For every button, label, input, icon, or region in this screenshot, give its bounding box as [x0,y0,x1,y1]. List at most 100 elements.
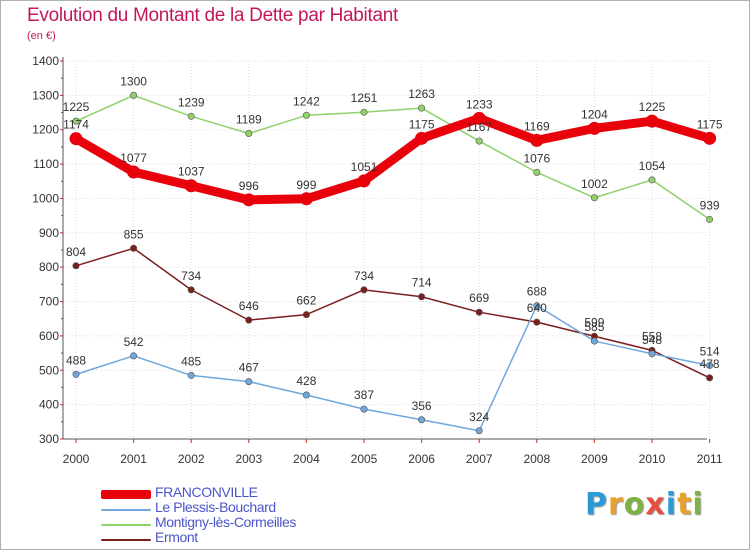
data-label: 1239 [178,95,205,109]
data-label: 558 [642,329,662,343]
data-point [299,192,313,206]
x-tick-label: 2008 [523,452,550,466]
x-tick-label: 2000 [63,452,90,466]
y-tick-label: 1400 [32,54,59,68]
data-point [302,311,310,319]
series-points [69,91,717,435]
data-label: 939 [700,198,720,212]
x-tick-label: 2006 [408,452,435,466]
data-point [418,104,426,112]
data-point [187,112,195,120]
x-tick-label: 2001 [120,452,147,466]
data-point [645,114,659,128]
data-point [130,352,138,360]
chart-grid [63,60,711,439]
series-line [71,113,715,205]
logo-letter: i [692,487,704,522]
data-point [245,378,253,386]
data-label: 640 [527,301,547,315]
data-label: 855 [124,227,144,241]
data-label: 485 [181,354,201,368]
y-tick-label: 1300 [32,88,59,102]
y-tick-label: 800 [39,260,59,274]
data-label: 548 [642,333,662,347]
data-point [187,371,195,379]
data-label: 1263 [408,87,435,101]
data-point [475,427,483,435]
data-label: 1169 [524,119,550,133]
data-point [242,193,256,207]
series-line [75,304,711,432]
series-line [75,247,711,379]
logo-letter: P [585,487,608,522]
data-label: 734 [354,269,374,283]
legend-label: Montigny-lès-Cormeilles [155,514,296,530]
data-label: 514 [700,344,720,358]
data-label: 1225 [639,100,666,114]
logo-letter: o [623,487,646,522]
legend-swatch [101,524,151,526]
data-label: 999 [296,178,316,192]
data-point [418,416,426,424]
data-label: 1051 [351,160,378,174]
data-point [530,133,544,147]
x-tick-label: 2010 [639,452,666,466]
y-tick-label: 1000 [32,191,59,205]
data-point [360,405,368,413]
data-point [184,179,198,193]
data-point [130,91,138,99]
data-label: 1233 [466,97,493,111]
data-point [302,391,310,399]
data-label: 714 [412,276,432,290]
legend-label: FRANCONVILLE [155,484,258,500]
data-point [706,361,714,369]
data-label: 1167 [466,120,492,134]
data-point [533,168,541,176]
data-point [360,286,368,294]
y-tick-label: 1200 [32,123,59,137]
data-point [415,131,429,145]
data-label: 669 [469,291,489,305]
data-point [69,132,83,146]
data-point [706,374,714,382]
data-point [302,111,310,119]
data-point [648,176,656,184]
data-point [706,215,714,223]
legend-label: Le Plessis-Bouchard [155,499,276,515]
data-label: 387 [354,388,374,402]
chart-title: Evolution du Montant de la Dette par Hab… [27,5,398,26]
data-point [72,370,80,378]
data-label: 1175 [697,117,723,131]
data-point [472,111,486,125]
data-label: 1076 [523,151,550,165]
data-point [590,337,598,345]
data-label: 662 [296,294,316,308]
data-label: 356 [412,399,432,413]
data-point [648,350,656,358]
data-label: 804 [66,245,86,259]
data-label: 1037 [178,165,205,179]
x-tick-label: 2009 [581,452,608,466]
data-point [357,174,371,188]
y-tick-label: 700 [39,295,59,309]
data-label: 1189 [236,113,262,127]
data-point [703,131,717,145]
logo-letter: r [608,487,624,522]
data-label: 324 [469,410,489,424]
data-point [72,117,80,125]
x-tick-label: 2003 [235,452,262,466]
data-label: 646 [239,299,259,313]
chart-subtitle: (en €) [27,30,56,42]
data-label: 1204 [581,107,608,121]
data-label: 1174 [63,118,89,132]
data-label: 585 [584,320,604,334]
series-line [75,94,711,221]
data-point [187,286,195,294]
data-point [475,308,483,316]
data-labels: 1174 1077 1037 996 999 1051 1175 1233 1169 1204 12… [63,74,723,423]
data-label: 1300 [120,74,147,88]
data-point [475,137,483,145]
logo-letter: i [665,487,678,522]
